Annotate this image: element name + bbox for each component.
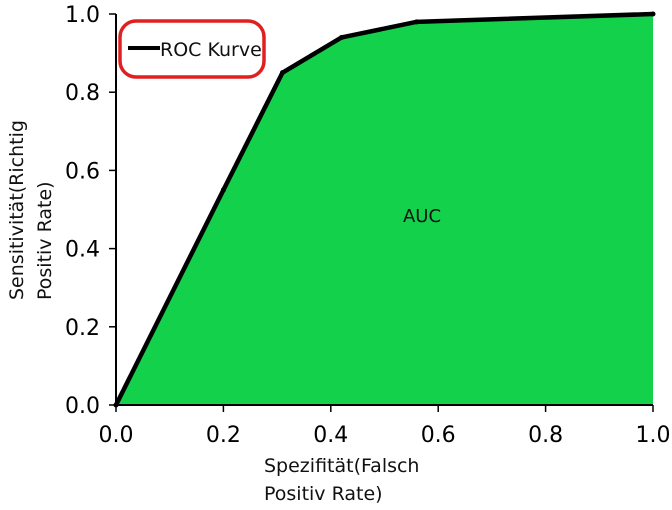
roc-point xyxy=(113,402,119,408)
x-tick-label: 0.8 xyxy=(528,423,563,448)
legend-highlight xyxy=(118,19,266,79)
roc-curve-line xyxy=(113,11,656,408)
y-tick-label: 0.8 xyxy=(65,81,100,106)
x-tick-label: 0.0 xyxy=(99,423,134,448)
roc-point xyxy=(339,34,345,40)
legend: ROC Kurve xyxy=(118,19,266,79)
x-tick-label: 1.0 xyxy=(636,423,671,448)
x-tick-label: 0.2 xyxy=(206,423,241,448)
y-axis-label-line2: Positiv Rate) xyxy=(34,181,56,300)
auc-area xyxy=(116,14,653,405)
x-axis-label-line1: Spezifität(Falsch xyxy=(264,455,419,477)
x-axis-label-line2: Positiv Rate) xyxy=(264,483,383,505)
y-tick-label: 0.6 xyxy=(65,159,100,184)
roc-point xyxy=(650,11,656,17)
x-tick-label: 0.6 xyxy=(421,423,456,448)
roc-point xyxy=(414,19,420,25)
x-tick-label: 0.4 xyxy=(313,423,348,448)
y-tick-label: 1.0 xyxy=(65,3,100,28)
roc-point xyxy=(279,70,285,76)
roc-point xyxy=(220,187,226,193)
area-annotation: AUC xyxy=(403,206,441,227)
y-tick-label: 0.0 xyxy=(65,394,100,419)
legend-label: ROC Kurve xyxy=(160,39,262,61)
y-tick-label: 0.4 xyxy=(65,238,100,263)
y-tick-label: 0.2 xyxy=(65,316,100,341)
y-axis-label-line1: Sensitivität(Richtig xyxy=(6,120,28,300)
